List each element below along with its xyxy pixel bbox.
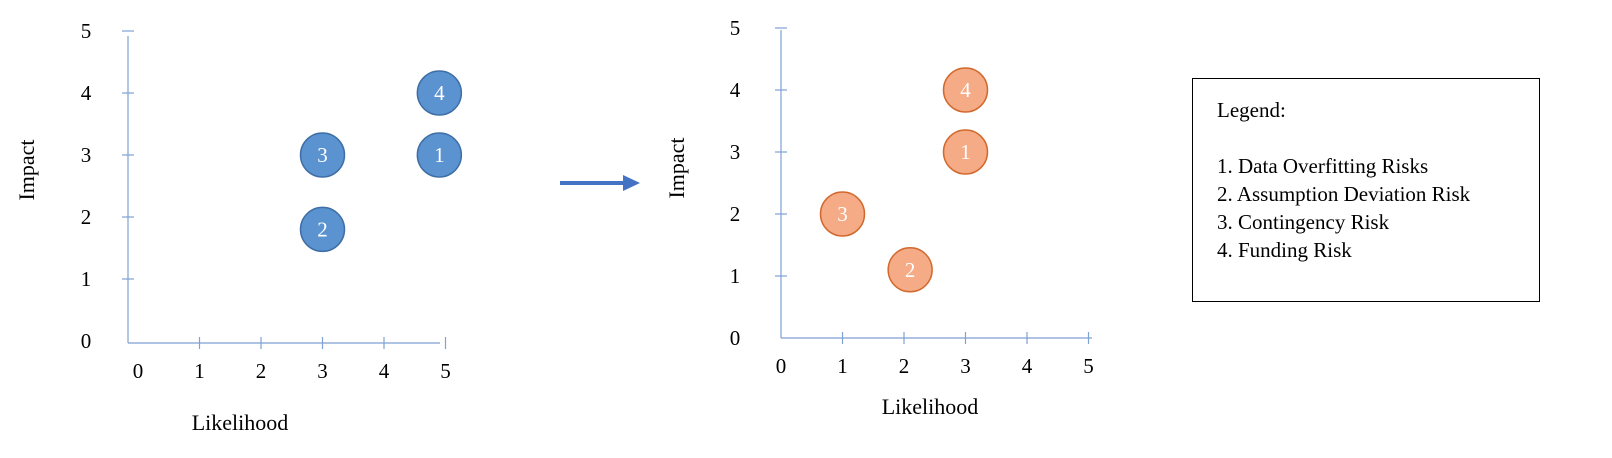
bubble-label: 4 [960, 78, 971, 102]
bubble-circle [887, 247, 933, 293]
y-tick-label: 0 [81, 329, 92, 353]
y-tick-label: 2 [730, 202, 741, 226]
x-tick-label: 4 [379, 359, 390, 383]
y-tick-label: 4 [81, 81, 92, 105]
y-tick-label: 3 [730, 140, 741, 164]
x-tick-label: 1 [837, 354, 848, 378]
bubble-circle [299, 132, 346, 178]
bubble-label: 3 [837, 202, 848, 226]
risk-bubble-3: 3 [819, 191, 866, 237]
risk-bubble-2: 2 [887, 247, 933, 293]
x-tick-label: 2 [256, 359, 267, 383]
x-axis-title: Likelihood [882, 394, 979, 419]
risk-bubble-4: 4 [942, 67, 989, 113]
chart-before: 0 1 2 3 4 5 0 1 2 3 4 5 Likelihood Impact 1 2 3 4 [14, 19, 463, 435]
y-tick-label: 1 [730, 264, 741, 288]
x-tick-label: 5 [440, 359, 451, 383]
legend-title: Legend: [1217, 98, 1286, 122]
legend-item-4: 4. Funding Risk [1217, 238, 1352, 262]
x-tick-label: 3 [960, 354, 971, 378]
x-tick-label: 0 [133, 359, 144, 383]
bubble-circle [416, 132, 463, 178]
x-tick-label: 0 [776, 354, 787, 378]
y-tick-label: 5 [730, 16, 741, 40]
y-tick-label: 1 [81, 267, 92, 291]
legend-box: Legend: 1. Data Overfitting Risks 2. Ass… [1192, 78, 1540, 302]
y-tick-label: 3 [81, 143, 92, 167]
x-axis-title: Likelihood [192, 410, 289, 435]
bubble-label: 2 [905, 258, 916, 282]
legend-item-2: 2. Assumption Deviation Risk [1217, 182, 1471, 206]
x-tick-label: 5 [1083, 354, 1094, 378]
x-tick-label: 3 [317, 359, 328, 383]
legend-item-3: 3. Contingency Risk [1217, 210, 1390, 234]
right-arrow-icon [560, 175, 640, 191]
bubble-circle [299, 206, 346, 253]
y-axis-title: Impact [664, 137, 689, 198]
x-tick-label: 4 [1022, 354, 1033, 378]
risk-bubble-1: 1 [416, 132, 463, 178]
chart-after: 0 1 2 3 4 5 0 1 2 3 4 5 Likelihood Impact 1 2 3 4 [664, 16, 1094, 419]
bubble-circle [416, 70, 463, 116]
bubble-label: 3 [317, 143, 328, 167]
bubble-label: 4 [434, 81, 445, 105]
risk-bubble-3: 3 [299, 132, 346, 178]
bubble-label: 1 [960, 140, 971, 164]
risk-bubble-1: 1 [942, 129, 989, 175]
y-axis-title: Impact [14, 139, 39, 200]
legend-item-1: 1. Data Overfitting Risks [1217, 154, 1429, 178]
bubble-circle [942, 129, 989, 175]
y-tick-label: 0 [730, 326, 741, 350]
y-tick-label: 5 [81, 19, 92, 43]
bubble-circle [942, 67, 989, 113]
x-tick-label: 2 [899, 354, 910, 378]
bubble-label: 1 [434, 143, 445, 167]
bubble-label: 2 [317, 217, 328, 241]
risk-bubble-4: 4 [416, 70, 463, 116]
y-tick-label: 2 [81, 205, 92, 229]
bubble-circle [819, 191, 866, 237]
risk-bubble-2: 2 [299, 206, 346, 253]
x-tick-label: 1 [194, 359, 205, 383]
y-tick-label: 4 [730, 78, 741, 102]
